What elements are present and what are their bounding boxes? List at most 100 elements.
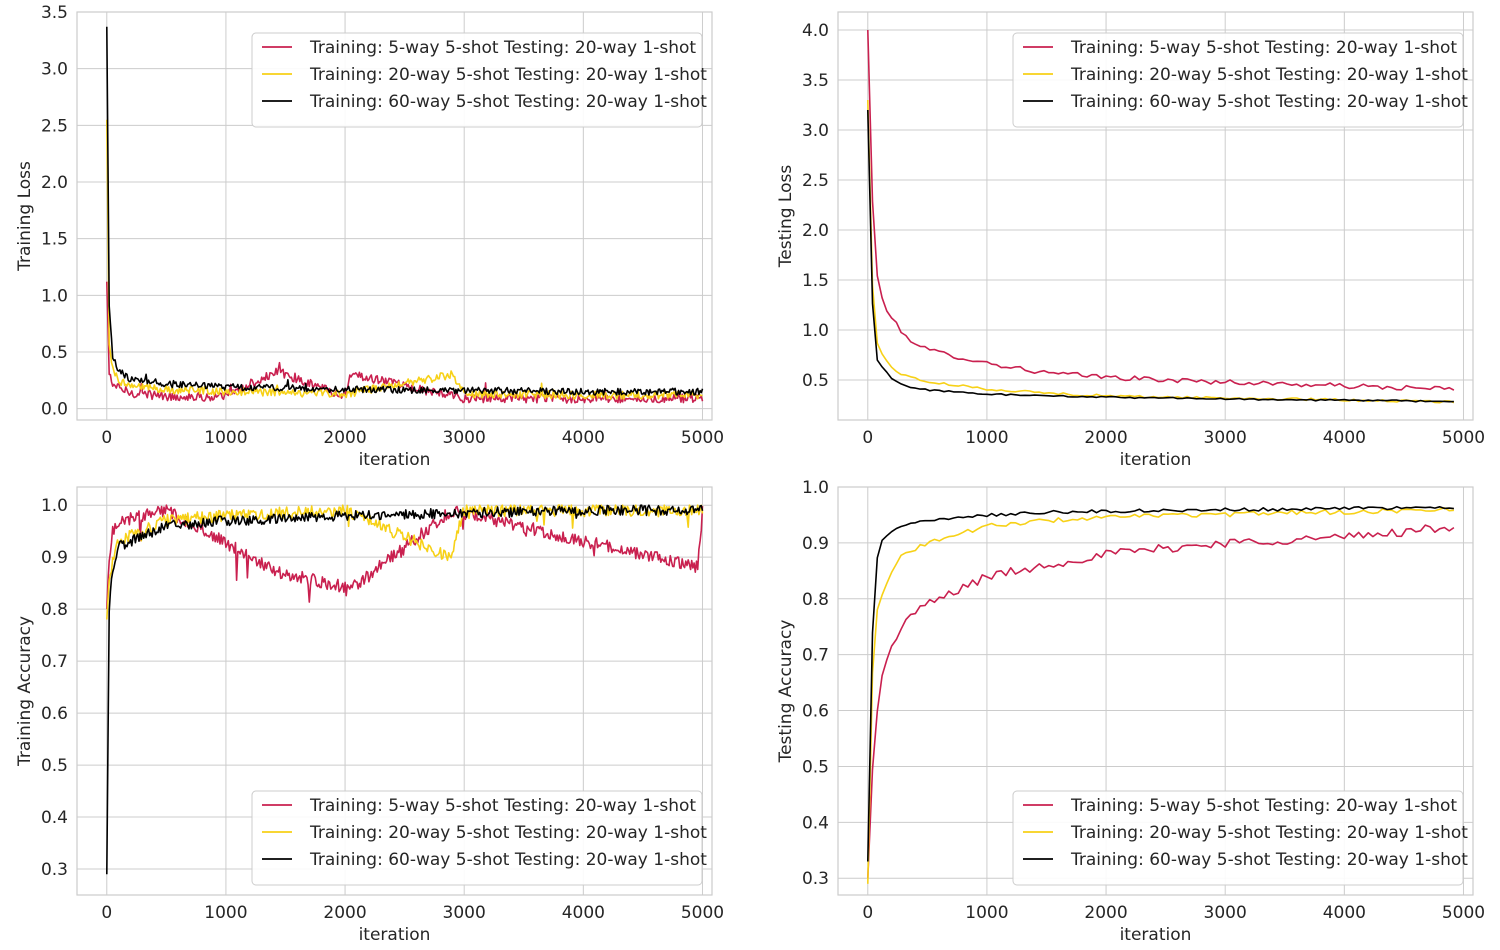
y-tick-label: 0.8 [802, 590, 829, 610]
y-tick-label: 1.0 [41, 496, 68, 516]
legend-label: Training: 60-way 5-shot Testing: 20-way … [1070, 850, 1468, 870]
x-axis-label: iteration [1120, 925, 1192, 945]
y-tick-label: 0.9 [802, 534, 829, 554]
y-tick-label: 0.4 [41, 808, 68, 828]
legend-box [1012, 32, 1464, 128]
y-tick-label: 0.7 [802, 646, 829, 666]
x-tick-label: 2000 [1084, 428, 1127, 448]
x-tick-label: 4000 [562, 428, 605, 448]
y-tick-label: 2.5 [41, 116, 68, 136]
series-line-1 [867, 29, 1455, 391]
y-tick-label: 1.0 [41, 286, 68, 306]
y-tick-label: 1.5 [802, 271, 829, 291]
y-tick-label: 2.0 [41, 173, 68, 193]
series-line-2 [867, 506, 1454, 884]
series-line-3 [867, 505, 1454, 862]
y-axis-label: Training Accuracy [15, 616, 35, 767]
axes-frame [76, 11, 713, 421]
legend: Training: 5-way 5-shot Testing: 20-way 1… [1012, 790, 1468, 886]
y-tick-label: 0.6 [802, 702, 829, 722]
y-tick-label: 0.4 [802, 813, 829, 833]
legend-label: Training: 20-way 5-shot Testing: 20-way … [1070, 823, 1468, 843]
legend-label: Training: 20-way 5-shot Testing: 20-way … [309, 823, 707, 843]
x-tick-label: 5000 [1442, 903, 1485, 923]
y-tick-label: 2.0 [802, 221, 829, 241]
y-tick-label: 3.0 [802, 121, 829, 141]
chart-top-right: 0 1000 2000 3000 4000 5000 0.5 1.0 1.5 2.0 2.5 3.0 3… [776, 11, 1485, 470]
y-tick-label: 0.5 [41, 343, 68, 363]
x-tick-label: 0 [101, 428, 112, 448]
axes-frame [837, 11, 1474, 421]
y-tick-label: 0.3 [802, 869, 829, 889]
axes-frame [76, 486, 713, 896]
chart-bottom-left: 0 1000 2000 3000 4000 5000 0.3 0.4 0.5 0.6 0.7 0.8 0… [15, 486, 724, 945]
x-tick-label: 1000 [204, 903, 247, 923]
y-tick-label: 0.6 [41, 704, 68, 724]
chart-top-left: 0 1000 2000 3000 4000 5000 0.0 0.5 1.0 1.5 2.0 2.5 3… [15, 3, 724, 470]
x-axis-label: iteration [359, 450, 431, 470]
y-tick-label: 2.5 [802, 171, 829, 191]
legend: Training: 5-way 5-shot Testing: 20-way 1… [1012, 32, 1468, 128]
x-tick-label: 0 [101, 903, 112, 923]
legend-label: Training: 5-way 5-shot Testing: 20-way 1… [1070, 796, 1457, 816]
legend-label: Training: 60-way 5-shot Testing: 20-way … [1070, 92, 1468, 112]
x-tick-label: 0 [862, 903, 873, 923]
x-tick-label: 1000 [204, 428, 247, 448]
legend-box [251, 790, 703, 886]
legend-box [251, 32, 703, 128]
series-line-3 [106, 504, 704, 875]
legend-label: Training: 5-way 5-shot Testing: 20-way 1… [309, 38, 696, 58]
legend-label: Training: 5-way 5-shot Testing: 20-way 1… [1070, 38, 1457, 58]
y-tick-label: 0.7 [41, 652, 68, 672]
y-axis-label: Training Loss [15, 161, 35, 272]
y-tick-label: 0.3 [41, 860, 68, 880]
y-tick-label: 3.0 [41, 60, 68, 80]
x-axis-label: iteration [359, 925, 431, 945]
y-axis-label: Testing Loss [776, 165, 796, 269]
x-tick-label: 0 [862, 428, 873, 448]
y-tick-label: 1.5 [41, 230, 68, 250]
y-tick-label: 1.0 [802, 321, 829, 341]
legend: Training: 5-way 5-shot Testing: 20-way 1… [251, 32, 707, 128]
series-line-2 [867, 99, 1455, 404]
x-tick-label: 5000 [681, 903, 724, 923]
x-tick-label: 5000 [681, 428, 724, 448]
legend-label: Training: 60-way 5-shot Testing: 20-way … [309, 92, 707, 112]
y-tick-label: 4.0 [802, 21, 829, 41]
x-tick-label: 4000 [1323, 428, 1366, 448]
x-tick-label: 2000 [1084, 903, 1127, 923]
series-line-1 [106, 281, 704, 404]
legend: Training: 5-way 5-shot Testing: 20-way 1… [251, 790, 707, 886]
legend-label: Training: 20-way 5-shot Testing: 20-way … [309, 65, 707, 85]
x-tick-label: 2000 [323, 903, 366, 923]
x-axis-label: iteration [1120, 450, 1192, 470]
y-tick-label: 1.0 [802, 478, 829, 498]
series-line-1 [106, 504, 704, 610]
series-line-1 [867, 524, 1455, 879]
x-tick-label: 4000 [1323, 903, 1366, 923]
chart-bottom-right: 0 1000 2000 3000 4000 5000 0.3 0.4 0.5 0.6 0.7 0.8 0… [776, 478, 1485, 945]
axes-frame [837, 486, 1474, 896]
series-line-2 [106, 504, 704, 620]
x-tick-label: 1000 [965, 428, 1008, 448]
y-tick-label: 0.5 [802, 757, 829, 777]
x-tick-label: 4000 [562, 903, 605, 923]
legend-label: Training: 20-way 5-shot Testing: 20-way … [1070, 65, 1468, 85]
legend-label: Training: 5-way 5-shot Testing: 20-way 1… [309, 796, 696, 816]
x-tick-label: 3000 [443, 903, 486, 923]
y-tick-label: 0.5 [41, 756, 68, 776]
series-line-2 [106, 119, 703, 400]
x-tick-label: 5000 [1442, 428, 1485, 448]
x-tick-label: 2000 [323, 428, 366, 448]
y-axis-label: Testing Accuracy [776, 620, 796, 764]
series-line-3 [867, 109, 1454, 403]
legend-label: Training: 60-way 5-shot Testing: 20-way … [309, 850, 707, 870]
y-tick-label: 3.5 [802, 71, 829, 91]
x-tick-label: 1000 [965, 903, 1008, 923]
x-tick-label: 3000 [443, 428, 486, 448]
legend-box [1012, 790, 1464, 886]
y-tick-label: 0.5 [802, 371, 829, 391]
y-tick-label: 0.0 [41, 400, 68, 420]
series-line-3 [106, 26, 704, 396]
